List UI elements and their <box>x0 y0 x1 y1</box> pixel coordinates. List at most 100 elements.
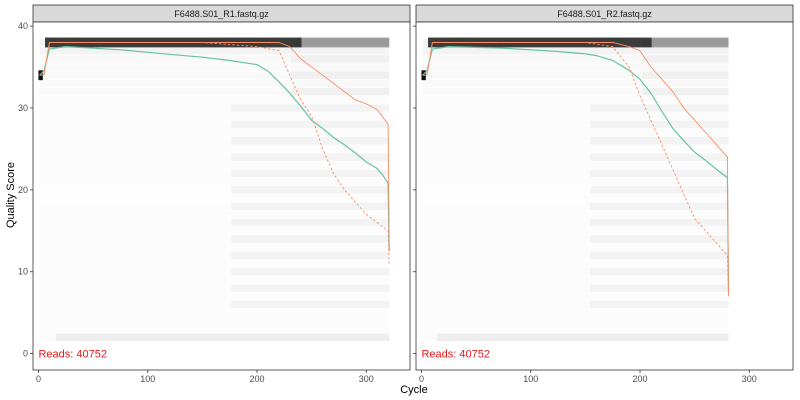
heatmap-band <box>422 55 729 63</box>
heatmap-band-late <box>590 300 729 309</box>
y-tick-label: 10 <box>18 267 28 277</box>
heatmap-band <box>39 136 390 145</box>
quality-heatmap <box>421 37 729 342</box>
heatmap-band <box>422 227 729 235</box>
heatmap-band <box>39 284 390 292</box>
panel-background <box>416 22 793 370</box>
heatmap-band <box>422 128 729 137</box>
heatmap-band-late <box>231 120 390 129</box>
heatmap-band <box>39 227 390 235</box>
heatmap-band-late <box>590 251 729 260</box>
heatmap-band <box>422 325 729 333</box>
heatmap-band <box>422 112 729 120</box>
heatmap-band <box>422 251 729 260</box>
heatmap-band-late <box>590 186 729 194</box>
heatmap-band <box>39 145 390 153</box>
heatmap-band <box>39 96 390 104</box>
heatmap-band-late <box>231 235 390 243</box>
heatmap-band-late <box>231 300 390 309</box>
y-tick-label: 0 <box>23 349 28 359</box>
heatmap-band <box>422 210 729 219</box>
heatmap-band <box>422 120 729 129</box>
heatmap-band-late <box>231 267 390 276</box>
heatmap-low-band <box>436 333 729 342</box>
heatmap-band <box>39 153 390 161</box>
heatmap-band <box>422 284 729 292</box>
heatmap-band <box>39 276 390 284</box>
heatmap-band <box>422 202 729 211</box>
heatmap-band <box>422 87 729 96</box>
y-tick-label: 20 <box>18 185 28 195</box>
heatmap-band-late <box>231 218 390 227</box>
heatmap-band <box>39 317 390 325</box>
heatmap-band <box>422 46 729 55</box>
heatmap-band <box>422 145 729 153</box>
reads-count-label: Reads: 40752 <box>421 349 490 361</box>
x-tick-label: 200 <box>632 374 647 384</box>
heatmap-peak-band-late <box>301 37 390 48</box>
heatmap-band-late <box>231 104 390 112</box>
x-tick-label: 300 <box>742 374 757 384</box>
heatmap-band <box>39 210 390 219</box>
panel-border <box>32 21 411 371</box>
heatmap-band <box>39 104 390 112</box>
heatmap-band <box>39 202 390 211</box>
heatmap-band <box>422 96 729 104</box>
y-axis-title: Quality Score <box>5 162 17 228</box>
heatmap-band <box>422 169 729 178</box>
heatmap-band-late <box>291 71 390 79</box>
heatmap-band <box>422 333 729 342</box>
quality-heatmap <box>38 37 390 342</box>
heatmap-band <box>39 218 390 227</box>
series-line-q25 <box>39 42 390 264</box>
heatmap-band-late <box>231 202 390 211</box>
heatmap-band <box>39 120 390 129</box>
heatmap-band-late <box>231 251 390 260</box>
heatmap-band <box>422 317 729 325</box>
facet-panel: F6488.S01_R2.fastq.gz 0 100 200 300 Reads: 40… <box>413 4 794 384</box>
heatmap-band <box>423 194 729 202</box>
heatmap-band <box>39 79 390 88</box>
facet-strip-title: F6488.S01_R2.fastq.gz <box>557 9 652 19</box>
heatmap-band-late <box>291 55 390 63</box>
heatmap-band-late <box>590 218 729 227</box>
heatmap-low-band <box>56 333 390 342</box>
heatmap-band <box>422 259 729 268</box>
heatmap-band-late <box>642 71 729 79</box>
x-tick-label: 100 <box>523 374 538 384</box>
heatmap-band <box>39 63 390 71</box>
heatmap-band <box>422 243 729 251</box>
heatmap-band <box>39 235 390 243</box>
series-line-mean <box>39 45 390 252</box>
heatmap-band <box>39 325 390 333</box>
heatmap-band-late <box>590 267 729 276</box>
x-axis-title: Cycle <box>400 384 428 396</box>
heatmap-band-late <box>590 136 729 145</box>
heatmap-band <box>422 136 729 145</box>
heatmap-band <box>39 259 390 268</box>
panel-border <box>415 21 794 371</box>
heatmap-band <box>39 251 390 260</box>
x-tick-label: 0 <box>419 374 424 384</box>
heatmap-band-late <box>291 87 390 96</box>
heatmap-band-late <box>590 120 729 129</box>
heatmap-band-late <box>590 169 729 178</box>
series-line-q25 <box>422 42 729 297</box>
heatmap-band <box>39 46 390 55</box>
heatmap-band <box>39 71 390 79</box>
heatmap-band <box>39 161 390 170</box>
heatmap-band <box>39 128 390 137</box>
heatmap-band <box>39 308 390 317</box>
heatmap-band <box>39 333 390 342</box>
heatmap-band-late <box>231 169 390 178</box>
facet-strip-title: F6488.S01_R1.fastq.gz <box>174 9 269 19</box>
heatmap-band <box>422 308 729 317</box>
y-tick-label: 30 <box>18 103 28 113</box>
x-tick-label: 200 <box>249 374 264 384</box>
panel-background <box>33 22 410 370</box>
heatmap-band-late <box>590 202 729 211</box>
heatmap-band-late <box>231 284 390 292</box>
heatmap-band <box>422 292 729 301</box>
heatmap-band <box>40 194 390 202</box>
